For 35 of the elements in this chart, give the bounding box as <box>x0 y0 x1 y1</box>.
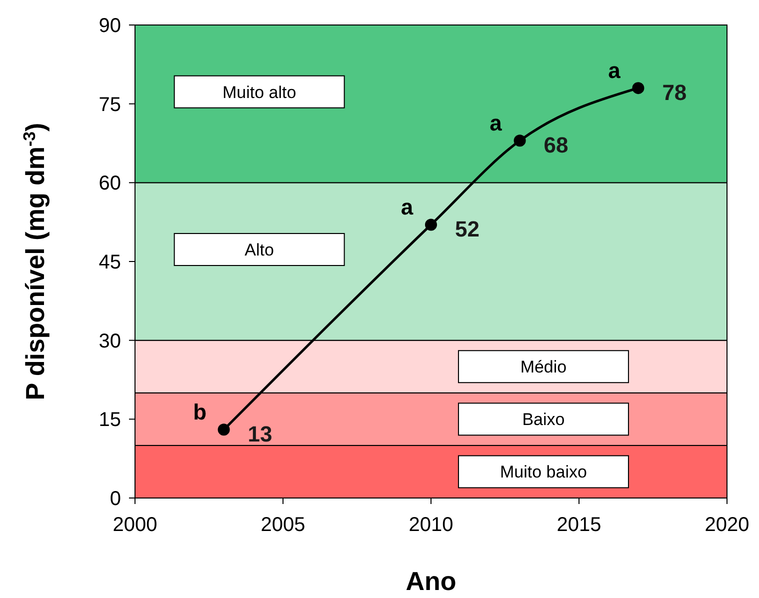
label-box: Muito baixo <box>458 455 629 488</box>
x-axis-title: Ano <box>406 566 456 596</box>
y-tick-label: 60 <box>98 172 121 195</box>
band-label: Muito baixo <box>500 462 587 482</box>
point <box>514 134 526 147</box>
y-tick-label: 90 <box>98 15 121 37</box>
y-tick-label: 0 <box>110 488 121 510</box>
point <box>218 424 230 436</box>
y-tick-label: 45 <box>98 252 121 274</box>
annotation: a <box>608 58 622 84</box>
band-label: Médio <box>520 358 567 377</box>
annotation: a <box>400 194 414 220</box>
label-box: Baixo <box>458 402 629 436</box>
label-box: Médio <box>458 350 629 384</box>
x-tick-label: 2005 <box>260 514 306 536</box>
annotation: b <box>193 400 207 425</box>
x-tick-label: 2020 <box>704 514 750 536</box>
label-box: Muito alto <box>174 75 345 108</box>
data-label: 52 <box>455 216 480 242</box>
y-tick-label: 75 <box>98 94 121 116</box>
x-tick-label: 2000 <box>112 514 158 536</box>
data-label: 13 <box>248 422 272 447</box>
data-label: 68 <box>544 132 568 158</box>
label-box: Alto <box>174 233 345 266</box>
band-label: Alto <box>244 240 274 260</box>
annotation: a <box>490 110 503 136</box>
band-label: Muito alto <box>222 82 296 102</box>
band-label: Baixo <box>522 410 565 430</box>
point <box>632 82 644 94</box>
x-tick-label: 2015 <box>556 514 602 536</box>
y-tick-label: 30 <box>98 330 121 352</box>
data-label: 78 <box>662 80 687 106</box>
x-tick-label: 2010 <box>408 514 454 536</box>
point <box>425 218 437 231</box>
y-tick-label: 15 <box>98 409 121 432</box>
